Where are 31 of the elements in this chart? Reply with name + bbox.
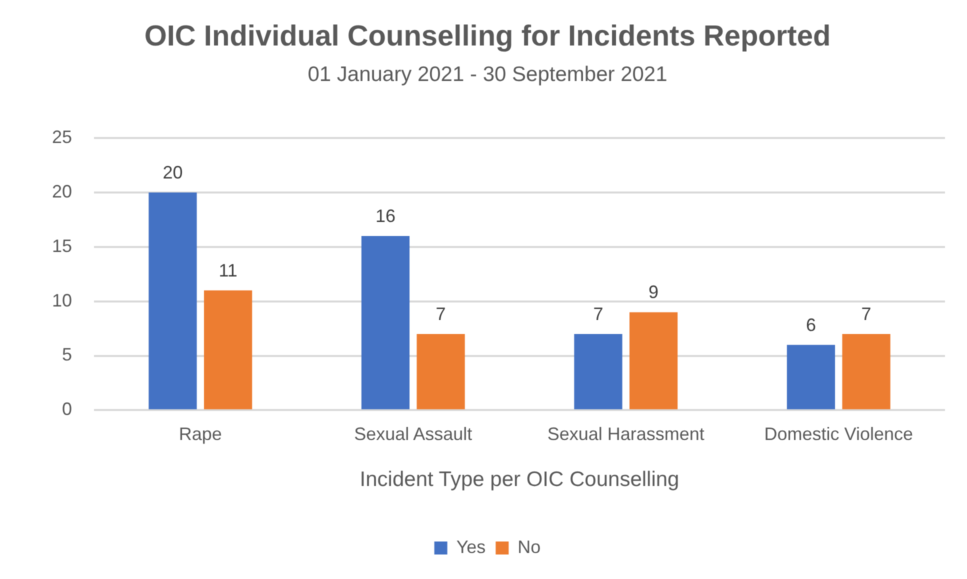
x-axis-title: Incident Type per OIC Counselling bbox=[360, 468, 680, 492]
bar bbox=[574, 334, 622, 410]
y-tick-label: 15 bbox=[52, 236, 72, 256]
bar bbox=[842, 334, 890, 410]
data-label: 16 bbox=[375, 206, 396, 226]
data-label: 11 bbox=[218, 260, 238, 280]
bar bbox=[361, 236, 410, 410]
x-tick-label: Sexual Assault bbox=[354, 424, 472, 444]
y-tick-label: 10 bbox=[52, 290, 72, 310]
data-label: 7 bbox=[861, 304, 872, 324]
bar bbox=[204, 290, 252, 410]
data-label: 7 bbox=[593, 304, 604, 324]
y-tick-label: 0 bbox=[62, 399, 72, 420]
y-tick-label: 5 bbox=[62, 344, 72, 365]
data-label: 9 bbox=[648, 282, 659, 302]
bar bbox=[416, 334, 465, 410]
bar bbox=[786, 344, 836, 410]
x-tick-label: Rape bbox=[178, 424, 222, 444]
data-label: 20 bbox=[162, 162, 183, 182]
bar bbox=[629, 312, 678, 410]
data-label: 6 bbox=[806, 314, 816, 335]
x-tick-label: Domestic Violence bbox=[764, 424, 914, 444]
bar bbox=[148, 192, 197, 410]
chart-title: OIC Individual Counselling for Incidents Reported bbox=[144, 20, 831, 52]
y-tick-label: 25 bbox=[52, 126, 72, 147]
chart-subtitle: 01 January 2021 - 30 September 2021 bbox=[308, 63, 668, 86]
data-label: 7 bbox=[436, 304, 446, 324]
legend-label: Yes bbox=[456, 536, 486, 557]
x-tick-label: Sexual Harassment bbox=[547, 424, 704, 444]
legend-label: No bbox=[518, 536, 541, 557]
y-tick-label: 20 bbox=[52, 181, 72, 202]
